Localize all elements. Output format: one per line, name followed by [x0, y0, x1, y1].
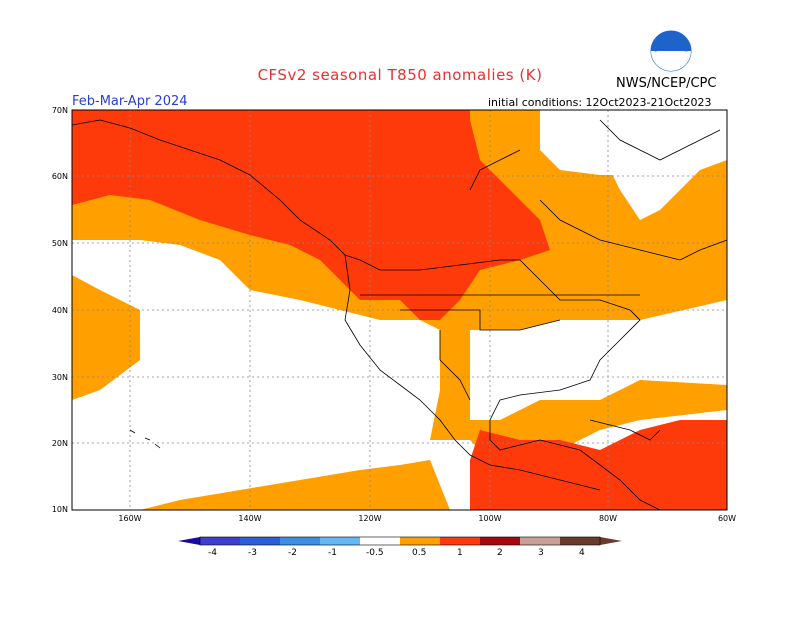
neutral-region — [540, 110, 727, 180]
colorbar-tick-label: -1 — [328, 548, 337, 558]
lat-label: 50N — [51, 239, 68, 248]
colorbar — [178, 536, 622, 546]
season-label: Feb-Mar-Apr 2024 — [72, 94, 188, 109]
noaa-logo — [650, 30, 692, 72]
colorbar-tick-label: -2 — [288, 548, 297, 558]
lon-label: 80W — [598, 514, 618, 523]
anomaly-1-2-region — [72, 110, 727, 510]
initial-conditions-label: initial conditions: 12Oct2023-21Oct2023 — [488, 96, 712, 109]
map-frame — [71, 109, 728, 511]
coastlines — [71, 119, 728, 511]
colorbar-tick-label: -3 — [248, 548, 257, 558]
colorbar-tick-label: -0.5 — [366, 548, 384, 558]
map-title: CFSv2 seasonal T850 anomalies (K) — [257, 66, 543, 84]
lat-label: 20N — [51, 439, 68, 448]
lon-label: 100W — [478, 514, 502, 523]
map-gridlines — [72, 110, 727, 510]
colorbar-tick-label: 4 — [579, 548, 585, 558]
lon-label: 60W — [717, 514, 737, 523]
lat-label: 60N — [51, 172, 68, 181]
colorbar-tick-label: 2 — [497, 548, 503, 558]
lon-label: 160W — [118, 514, 142, 523]
lat-label: 70N — [51, 106, 68, 115]
lon-label: 140W — [238, 514, 262, 523]
lat-label: 10N — [51, 505, 68, 514]
colorbar-tick-label: -4 — [208, 548, 217, 558]
colorbar-high-arrow — [600, 537, 622, 545]
colorbar-tick-label: 0.5 — [412, 548, 427, 558]
lon-label: 120W — [358, 514, 382, 523]
colorbar-low-arrow — [178, 537, 200, 545]
lat-label: 30N — [51, 373, 68, 382]
colorbar-tick-label: 3 — [538, 548, 544, 558]
colorbar-tick-label: 1 — [457, 548, 463, 558]
lat-label: 40N — [51, 306, 68, 315]
agency-label: NWS/NCEP/CPC — [616, 76, 717, 91]
